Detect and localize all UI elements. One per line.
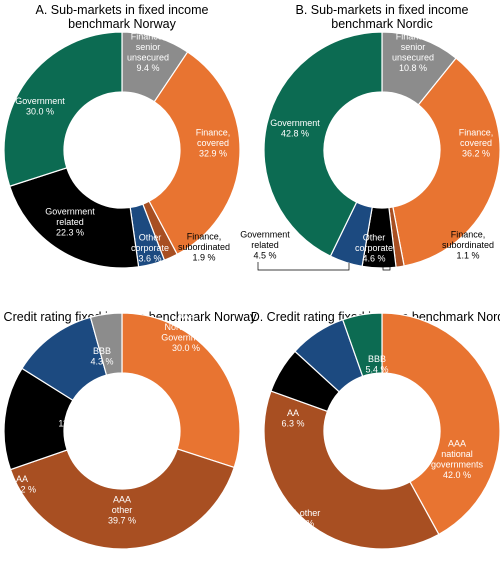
slice-label: Other corporate 3.6 % bbox=[131, 233, 169, 264]
slice-label: Government related 22.3 % bbox=[45, 207, 95, 238]
leader-line bbox=[257, 262, 350, 271]
slice-government-related bbox=[8, 167, 140, 269]
slice-label: A 11.8 % bbox=[58, 408, 85, 429]
slice-label: Government 30.0 % bbox=[15, 96, 65, 117]
slice-label: Finance, covered 36.2 % bbox=[459, 128, 494, 159]
slice-label: Government 42.8 % bbox=[270, 118, 320, 139]
slice-label: Government related 4.5 % bbox=[240, 230, 290, 261]
slice-bbb bbox=[89, 312, 123, 376]
chart-b: B. Sub-markets in fixed income benchmark … bbox=[240, 3, 500, 271]
slice-aaa-other bbox=[9, 448, 235, 550]
slice-label: A 7.8 % bbox=[330, 394, 353, 415]
chart-title: A. Sub-markets in fixed income benchmark … bbox=[36, 3, 209, 31]
slice-label: AAA Norwegian Government 30.0 % bbox=[161, 311, 211, 353]
slice-government bbox=[263, 31, 383, 257]
slice-label: BBB 5.4 % bbox=[365, 354, 388, 375]
slice-label: AA 6.3 % bbox=[281, 408, 304, 429]
slice-label: AA 14.2 % bbox=[8, 474, 36, 495]
slice-label: Other corporate 4.6 % bbox=[355, 233, 393, 264]
slice-label: AAA national governments 42.0 % bbox=[431, 438, 484, 480]
slice-finance-covered bbox=[148, 51, 241, 256]
slice-aaa-national-governments bbox=[381, 312, 500, 536]
slice-label: Finance, senior unsecured 10.8 % bbox=[392, 31, 434, 73]
slice-bbb bbox=[341, 312, 383, 378]
chart-title: B. Sub-markets in fixed income benchmark … bbox=[296, 3, 469, 31]
slice-label: Finance, covered 32.9 % bbox=[196, 128, 231, 159]
slice-government bbox=[3, 31, 123, 188]
slice-label: Finance, senior unsecured 9.4 % bbox=[127, 31, 169, 73]
slice-aaa-other bbox=[263, 390, 440, 550]
leader-line bbox=[382, 263, 391, 271]
slice-label: Finance, subordinated 1.9 % bbox=[178, 232, 230, 263]
slice-label: BBB 4.3 % bbox=[90, 346, 113, 367]
chart-c: C. Credit rating fixed income benchmark … bbox=[0, 310, 257, 550]
slice-label: AAA other 39.7 % bbox=[108, 495, 136, 526]
slice-aaa-norwegian-government bbox=[121, 312, 241, 469]
slice-label: Finance, subordinated 1.1 % bbox=[442, 230, 494, 261]
chart-d: D. Credit rating fixed income benchmark … bbox=[251, 310, 500, 550]
slice-label: AAA other 38.5 % bbox=[280, 508, 321, 529]
slice-finance-covered bbox=[392, 57, 500, 267]
chart-a: A. Sub-markets in fixed income benchmark … bbox=[3, 3, 241, 269]
